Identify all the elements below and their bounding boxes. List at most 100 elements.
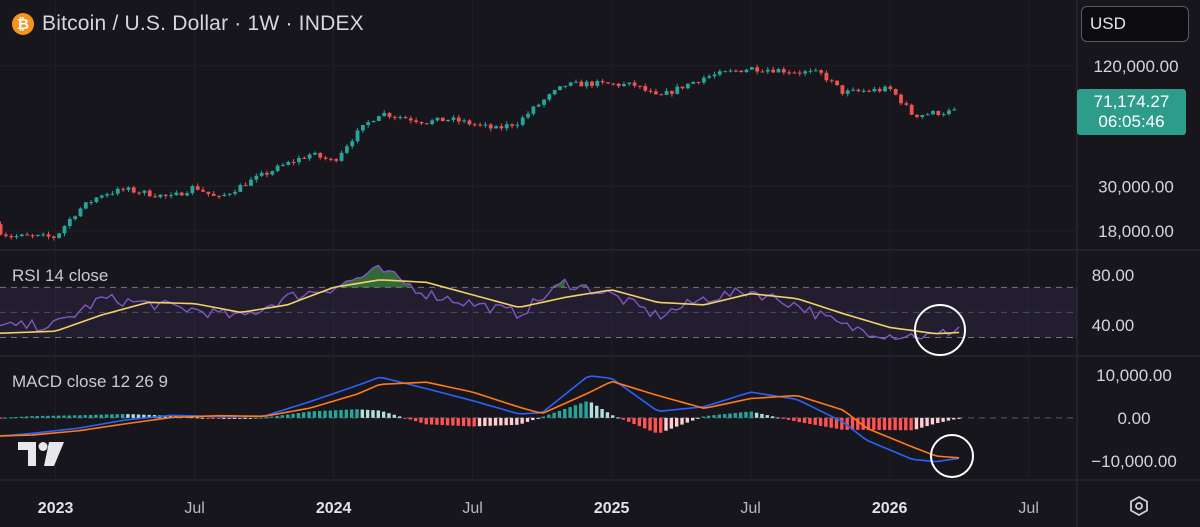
macd-histogram-bar xyxy=(435,417,439,425)
price-candle xyxy=(51,236,56,238)
macd-histogram-bar xyxy=(781,417,785,419)
macd-histogram-bar xyxy=(786,417,791,420)
rsi-label[interactable]: RSI 14 close xyxy=(12,266,109,285)
price-candle xyxy=(749,67,754,70)
price-candle xyxy=(19,234,24,237)
price-candle xyxy=(110,193,115,195)
macd-histogram-bar xyxy=(302,412,306,418)
price-candle xyxy=(936,111,941,115)
symbol-title[interactable]: ₿ Bitcoin / U.S. Dollar · 1W · INDEX xyxy=(12,10,364,38)
macd-histogram-bar xyxy=(872,417,876,430)
macd-tick-label: 10,000.00 xyxy=(1096,366,1172,385)
macd-histogram-bar xyxy=(936,417,940,424)
macd-histogram-bar xyxy=(893,417,897,431)
macd-histogram-bar xyxy=(477,417,482,427)
settings-hexagon-icon xyxy=(1130,495,1148,517)
macd-histogram-bar xyxy=(24,416,29,418)
price-candle xyxy=(654,91,658,95)
price-candle xyxy=(174,192,179,196)
price-candle xyxy=(563,85,568,87)
macd-histogram-bar xyxy=(227,417,231,419)
price-pane[interactable] xyxy=(0,64,957,241)
macd-histogram-bar xyxy=(493,417,498,426)
macd-histogram-bar xyxy=(72,415,77,418)
macd-histogram-bar xyxy=(904,417,908,431)
price-candle xyxy=(30,235,35,237)
macd-histogram-bar xyxy=(706,415,711,418)
x-tick-label: Jul xyxy=(740,500,760,517)
price-candle xyxy=(760,71,765,73)
macd-histogram-bar xyxy=(307,411,311,418)
macd-histogram-bar xyxy=(83,415,87,418)
price-candle xyxy=(147,190,152,197)
macd-histogram-bar xyxy=(690,417,695,421)
settings-button[interactable] xyxy=(1127,494,1151,518)
macd-histogram-bar xyxy=(696,417,700,419)
axes: 2023 Jul 2024 Jul 2025 Jul 2026 Jul 120,000.00 30… xyxy=(38,57,1179,517)
price-candle xyxy=(526,113,530,118)
price-candle xyxy=(57,233,62,238)
currency-selector[interactable]: USD xyxy=(1081,6,1189,42)
macd-histogram-bar xyxy=(882,417,887,431)
macd-histogram-bar xyxy=(909,417,913,431)
macd-histogram-bar xyxy=(78,415,82,418)
price-candle xyxy=(249,179,253,186)
price-candle xyxy=(334,159,339,161)
macd-histogram-bar xyxy=(557,410,562,418)
macd-histogram-bar xyxy=(834,417,839,429)
price-candle xyxy=(195,186,200,190)
macd-histogram-bar xyxy=(914,417,919,430)
macd-histogram-bar xyxy=(600,408,604,418)
price-candle xyxy=(403,117,408,119)
macd-histogram-bar xyxy=(195,417,199,419)
price-candle xyxy=(297,158,301,163)
price-candle xyxy=(717,71,722,75)
macd-histogram-bar xyxy=(408,417,412,420)
macd-histogram-bar xyxy=(88,414,93,418)
macd-label[interactable]: MACD close 12 26 9 xyxy=(12,372,168,391)
rsi-pane[interactable] xyxy=(0,264,1077,356)
macd-histogram-bar xyxy=(424,417,428,425)
macd-histogram-bar xyxy=(472,417,476,427)
price-candle xyxy=(776,69,781,73)
macd-histogram-bar xyxy=(440,417,444,426)
price-candle xyxy=(659,94,664,96)
price-candle xyxy=(478,124,482,126)
tradingview-logo-icon[interactable] xyxy=(18,442,64,466)
macd-histogram-bar xyxy=(238,417,242,419)
price-candle xyxy=(307,154,312,159)
price-candle xyxy=(707,76,712,78)
macd-histogram-bar xyxy=(957,417,961,419)
rsi-ma-line xyxy=(0,279,960,335)
macd-histogram-bar xyxy=(520,417,524,424)
price-candle xyxy=(366,122,371,125)
macd-histogram-bar xyxy=(541,416,546,418)
macd-histogram-bar xyxy=(371,410,375,418)
macd-histogram-bar xyxy=(254,417,258,419)
rsi-overbought-fill xyxy=(341,265,411,288)
price-candle xyxy=(627,82,632,85)
macd-histogram-bar xyxy=(30,416,34,418)
macd-histogram-bar xyxy=(589,402,594,418)
price-candle xyxy=(46,234,51,237)
macd-histogram-bar xyxy=(0,417,2,419)
price-candle xyxy=(121,188,126,190)
macd-histogram-bar xyxy=(818,417,823,426)
macd-histogram-bar xyxy=(573,405,578,418)
macd-histogram-bar xyxy=(312,411,317,418)
price-candle xyxy=(888,86,893,90)
price-candle xyxy=(877,88,882,92)
price-candle xyxy=(819,70,823,73)
price-candle xyxy=(685,83,690,89)
macd-histogram-bar xyxy=(515,417,519,425)
macd-histogram-bar xyxy=(8,417,13,419)
price-candle xyxy=(371,120,376,123)
macd-line xyxy=(0,375,960,463)
macd-pane[interactable] xyxy=(0,375,1077,478)
price-candle xyxy=(835,80,839,86)
macd-histogram-bar xyxy=(643,417,647,429)
price-candle xyxy=(595,81,600,86)
macd-histogram-bar xyxy=(850,417,855,430)
price-candle xyxy=(803,71,808,74)
